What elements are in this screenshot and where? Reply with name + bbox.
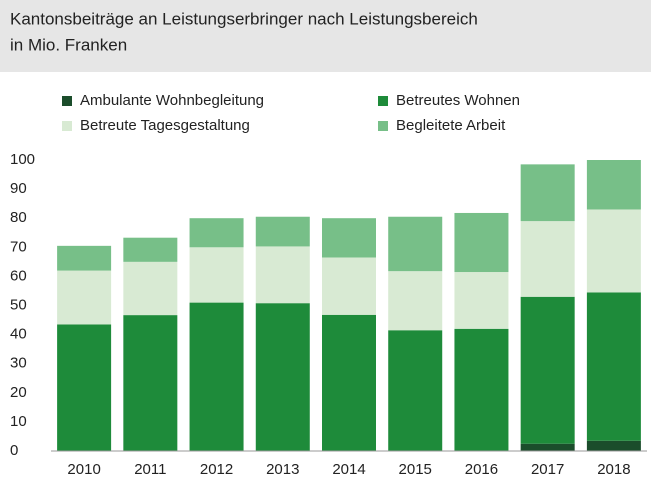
y-tick-label: 30: [10, 355, 27, 372]
y-tick-label: 70: [10, 238, 27, 255]
x-tick-label: 2017: [531, 461, 564, 478]
x-tick-label: 2012: [200, 461, 233, 478]
y-tick-label: 50: [10, 296, 27, 313]
y-tick-label: 100: [10, 151, 35, 168]
bar-segment: [586, 209, 641, 293]
x-tick-label: 2010: [67, 461, 100, 478]
y-tick-label: 80: [10, 209, 27, 226]
legend-swatch: [378, 96, 388, 106]
bar-segment: [123, 237, 178, 262]
bar-segment: [388, 330, 443, 451]
bar-segment: [57, 270, 112, 325]
header-band: [0, 0, 651, 72]
bar-segment: [388, 216, 443, 272]
bar-segment: [189, 247, 244, 303]
bar-segment: [189, 218, 244, 248]
chart-title: Kantonsbeiträge an Leistungserbringer na…: [10, 9, 478, 28]
bar-segment: [586, 160, 641, 210]
bar-segment: [255, 303, 310, 451]
x-tick-label: 2011: [134, 461, 166, 478]
bar-segment: [189, 302, 244, 451]
bar-segment: [586, 440, 641, 451]
bar-segment: [255, 216, 310, 247]
bar-segment: [454, 328, 509, 451]
bar-segment: [255, 246, 310, 304]
legend-swatch: [62, 96, 72, 106]
x-tick-label: 2018: [597, 461, 630, 478]
y-tick-label: 60: [10, 267, 27, 284]
x-tick-label: 2015: [399, 461, 432, 478]
y-tick-label: 20: [10, 384, 27, 401]
legend-label: Betreute Tagesgestaltung: [80, 117, 250, 134]
bar-segment: [520, 221, 575, 297]
x-tick-label: 2014: [332, 461, 365, 478]
bar-segment: [123, 315, 178, 451]
x-tick-label: 2013: [266, 461, 299, 478]
bar-segment: [520, 164, 575, 222]
legend-label: Betreutes Wohnen: [396, 92, 520, 109]
bar-segment: [520, 443, 575, 451]
y-tick-label: 0: [10, 442, 18, 459]
y-tick-label: 90: [10, 180, 27, 197]
bar-segment: [322, 314, 376, 451]
bar-segment: [454, 272, 509, 329]
legend-label: Ambulante Wohnbegleitung: [80, 92, 264, 109]
bar-segment: [520, 296, 575, 444]
legend-swatch: [62, 121, 72, 131]
bar-segment: [322, 257, 376, 315]
bar-segment: [123, 261, 178, 316]
y-tick-label: 10: [10, 413, 27, 430]
chart-subtitle: in Mio. Franken: [10, 35, 127, 54]
bar-segment: [322, 218, 376, 258]
legend-swatch: [378, 121, 388, 131]
bar-segment: [586, 292, 641, 441]
y-tick-label: 40: [10, 326, 27, 343]
bar-segment: [57, 324, 112, 451]
bar-segment: [57, 245, 112, 271]
bar-segment: [388, 271, 443, 331]
legend-label: Begleitete Arbeit: [396, 117, 506, 134]
bar-segment: [454, 212, 509, 273]
x-tick-label: 2016: [465, 461, 498, 478]
